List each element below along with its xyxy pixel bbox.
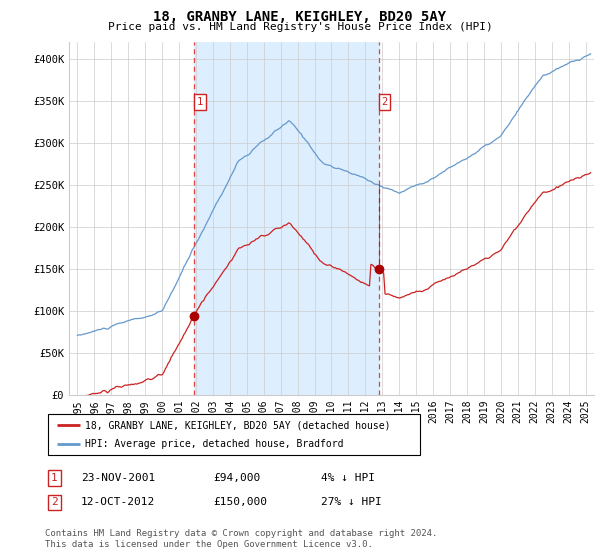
Text: Price paid vs. HM Land Registry's House Price Index (HPI): Price paid vs. HM Land Registry's House …: [107, 22, 493, 32]
Text: 18, GRANBY LANE, KEIGHLEY, BD20 5AY: 18, GRANBY LANE, KEIGHLEY, BD20 5AY: [154, 10, 446, 24]
Text: 1: 1: [51, 473, 58, 483]
Text: 18, GRANBY LANE, KEIGHLEY, BD20 5AY (detached house): 18, GRANBY LANE, KEIGHLEY, BD20 5AY (det…: [85, 421, 391, 430]
Text: 2: 2: [381, 97, 388, 107]
Text: 27% ↓ HPI: 27% ↓ HPI: [321, 497, 382, 507]
Text: 1: 1: [197, 97, 203, 107]
Text: £150,000: £150,000: [213, 497, 267, 507]
Text: HPI: Average price, detached house, Bradford: HPI: Average price, detached house, Brad…: [85, 439, 344, 449]
FancyBboxPatch shape: [48, 414, 420, 455]
Text: 23-NOV-2001: 23-NOV-2001: [81, 473, 155, 483]
Text: £94,000: £94,000: [213, 473, 260, 483]
Text: 12-OCT-2012: 12-OCT-2012: [81, 497, 155, 507]
Bar: [194, 42, 379, 395]
Text: This data is licensed under the Open Government Licence v3.0.: This data is licensed under the Open Gov…: [45, 540, 373, 549]
Text: 2: 2: [51, 497, 58, 507]
Text: Contains HM Land Registry data © Crown copyright and database right 2024.: Contains HM Land Registry data © Crown c…: [45, 529, 437, 538]
Text: 4% ↓ HPI: 4% ↓ HPI: [321, 473, 375, 483]
